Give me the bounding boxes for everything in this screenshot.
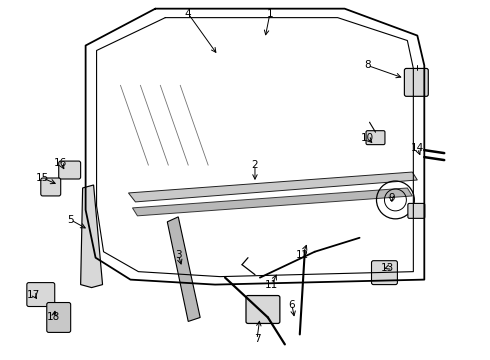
Text: 18: 18 xyxy=(47,312,60,323)
FancyBboxPatch shape xyxy=(404,68,428,96)
Text: 11: 11 xyxy=(265,280,278,289)
Text: 7: 7 xyxy=(254,334,260,345)
Polygon shape xyxy=(132,188,413,216)
FancyBboxPatch shape xyxy=(408,203,425,219)
Text: 13: 13 xyxy=(381,263,394,273)
Polygon shape xyxy=(167,217,200,321)
Text: 17: 17 xyxy=(27,289,41,300)
Polygon shape xyxy=(128,172,417,202)
Text: 3: 3 xyxy=(175,250,182,260)
FancyBboxPatch shape xyxy=(47,302,71,332)
FancyBboxPatch shape xyxy=(59,161,81,179)
Polygon shape xyxy=(81,185,102,288)
FancyBboxPatch shape xyxy=(366,131,385,145)
Text: 9: 9 xyxy=(388,193,395,203)
FancyBboxPatch shape xyxy=(371,261,397,285)
Text: 6: 6 xyxy=(289,300,295,310)
Text: 1: 1 xyxy=(267,9,273,19)
FancyBboxPatch shape xyxy=(27,283,55,306)
Text: 10: 10 xyxy=(361,133,374,143)
FancyBboxPatch shape xyxy=(246,296,280,323)
Text: 4: 4 xyxy=(185,9,192,19)
Text: 12: 12 xyxy=(296,250,309,260)
Text: 8: 8 xyxy=(364,60,371,71)
Text: 2: 2 xyxy=(252,160,258,170)
FancyBboxPatch shape xyxy=(41,178,61,196)
Text: 16: 16 xyxy=(54,158,67,168)
Text: 5: 5 xyxy=(67,215,74,225)
Text: 14: 14 xyxy=(411,143,424,153)
Text: 15: 15 xyxy=(36,173,49,183)
